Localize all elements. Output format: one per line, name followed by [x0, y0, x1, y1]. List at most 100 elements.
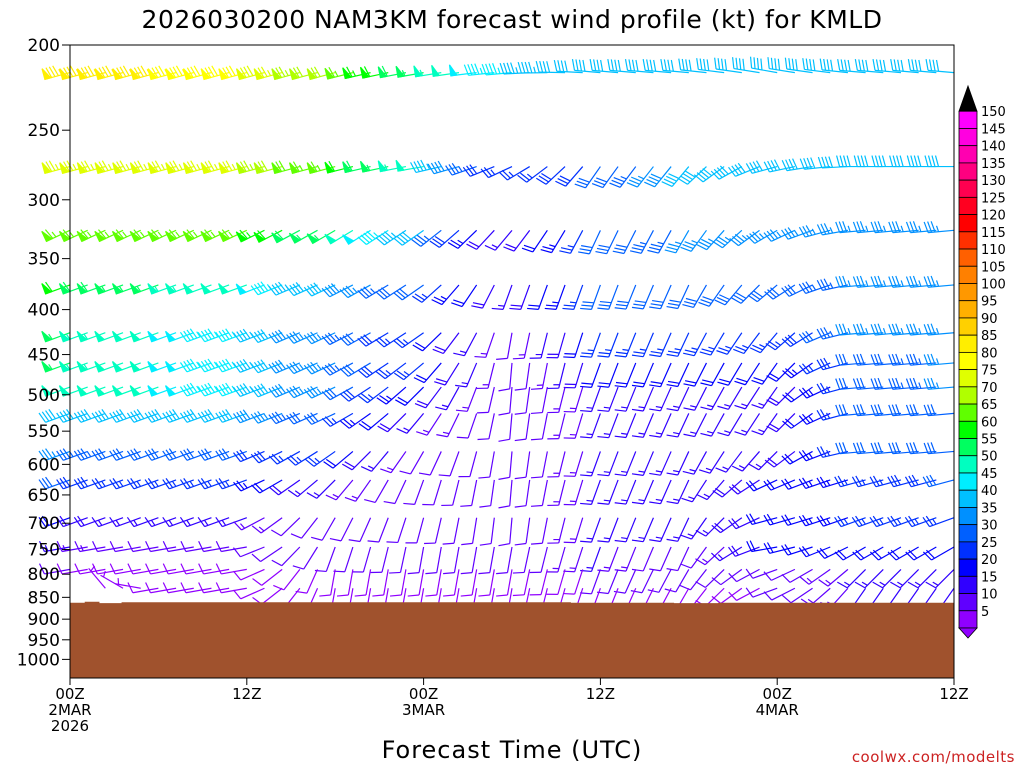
barb-flag	[895, 377, 901, 389]
barb-flag	[702, 168, 712, 177]
barb-flag	[870, 221, 876, 233]
barb-flag	[678, 58, 682, 70]
barb-pennant	[58, 330, 71, 343]
barb-half-flag	[171, 285, 177, 292]
barb-staff	[608, 546, 619, 572]
barb-flag	[712, 241, 723, 249]
wind-barb	[816, 515, 849, 527]
barb-half-flag	[549, 244, 556, 248]
barb-flag	[357, 236, 367, 245]
barb-flag	[360, 288, 370, 297]
wind-barb	[631, 517, 654, 543]
barb-flag	[835, 404, 841, 416]
barb-flag	[101, 409, 109, 420]
barb-staff	[80, 479, 106, 490]
wind-barb	[351, 546, 372, 573]
wind-barb	[816, 223, 849, 236]
wind-barb	[905, 323, 937, 336]
barb-flag	[917, 155, 922, 167]
barb-flag	[242, 358, 251, 369]
barb-half-flag	[352, 70, 356, 77]
barb-flag	[668, 243, 680, 248]
barb-flag	[746, 540, 753, 552]
barb-flag	[268, 363, 277, 374]
barb-flag	[738, 58, 742, 70]
wind-barb	[129, 330, 159, 343]
barb-half-flag	[497, 67, 501, 74]
barb-half-flag	[490, 169, 496, 175]
barb-flag	[98, 161, 106, 172]
wind-barb	[834, 475, 866, 488]
wind-barb	[512, 546, 531, 574]
barb-flag	[62, 229, 71, 239]
barb-half-flag	[655, 498, 663, 502]
barb-staff	[642, 517, 654, 542]
wind-barb	[535, 60, 566, 74]
barb-staff	[240, 546, 265, 558]
barb-staff	[769, 546, 796, 554]
barb-staff	[642, 332, 654, 357]
barb-staff	[928, 479, 955, 488]
barb-staff	[677, 362, 690, 387]
barb-staff	[365, 284, 389, 299]
barb-flag	[563, 592, 575, 595]
barb-flag	[877, 442, 883, 454]
colorbar-bottom-arrow	[958, 627, 978, 639]
barb-flag	[843, 155, 848, 167]
wind-barb	[614, 332, 637, 358]
barb-flag	[207, 160, 215, 171]
barb-flag	[310, 386, 319, 396]
barb-flag	[38, 516, 47, 527]
barb-flag	[80, 67, 88, 78]
barb-staff	[280, 517, 301, 537]
barb-half-flag	[299, 164, 304, 171]
barb-staff	[383, 284, 407, 300]
barb-flag	[802, 363, 811, 373]
barb-staff	[406, 413, 425, 434]
barb-half-flag	[794, 230, 799, 236]
barb-flag	[38, 479, 47, 490]
barb-staff	[485, 332, 495, 358]
barb-staff	[659, 413, 672, 438]
barb-flag	[360, 393, 371, 402]
colorbar-label: 125	[981, 191, 1006, 206]
wind-barb	[852, 377, 884, 390]
barb-flag	[564, 60, 568, 72]
wind-barb	[165, 283, 194, 295]
barb-flag	[204, 359, 212, 370]
wind-barb	[503, 229, 531, 252]
barb-flag	[870, 442, 876, 454]
barb-flag	[912, 221, 918, 233]
barb-half-flag	[48, 363, 53, 370]
barb-flag	[530, 438, 543, 441]
wind-barb	[200, 160, 230, 175]
barb-pennant	[129, 162, 141, 175]
barb-flag	[613, 590, 626, 594]
barb-staff	[588, 230, 601, 255]
barb-flag	[479, 505, 491, 508]
wind-barb	[925, 568, 955, 589]
barb-half-flag	[935, 327, 940, 335]
barb-half-flag	[918, 382, 922, 389]
wind-barb	[699, 332, 725, 356]
y-tick-label: 1000	[17, 650, 60, 670]
barb-flag	[773, 159, 781, 171]
barb-flag	[559, 250, 571, 254]
wind-barb	[745, 513, 778, 526]
barb-flag	[228, 65, 236, 77]
barb-flag	[751, 379, 763, 385]
wind-barb	[798, 281, 831, 294]
barb-staff	[150, 587, 177, 594]
barb-flag	[714, 522, 724, 532]
barb-staff	[44, 546, 71, 553]
barb-flag	[92, 563, 98, 575]
barb-staff	[642, 451, 654, 476]
wind-barb	[111, 361, 141, 373]
wind-barb	[664, 230, 690, 254]
barb-flag	[215, 386, 223, 397]
wind-barb	[852, 404, 884, 417]
barb-flag	[680, 534, 692, 540]
barb-flag	[183, 477, 191, 489]
barb-staff	[573, 284, 584, 310]
barb-flag	[816, 409, 824, 421]
